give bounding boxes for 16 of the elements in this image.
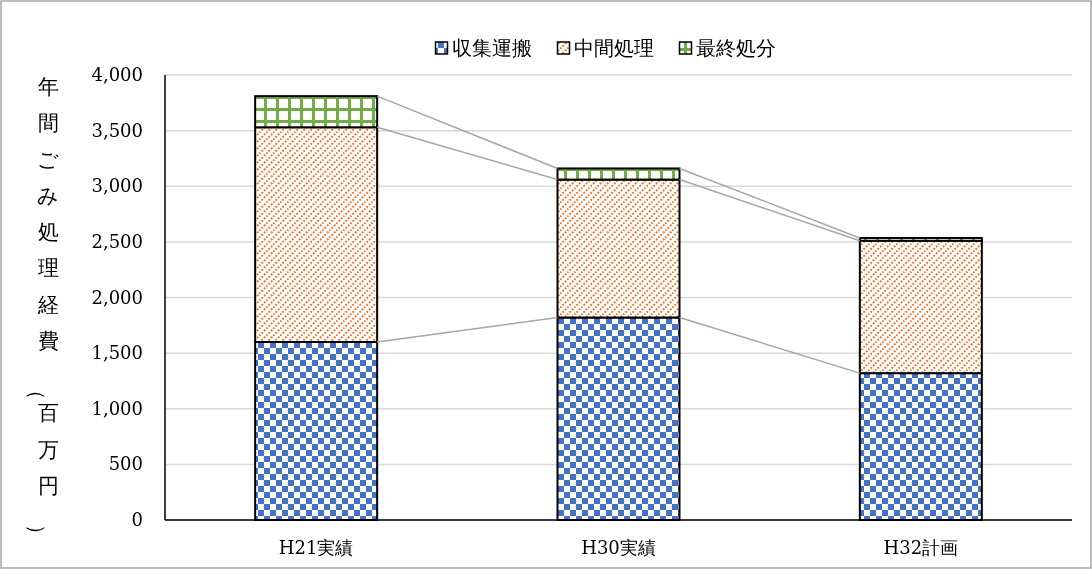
- y-tick-label: 2,500: [91, 230, 143, 252]
- y-tick-label: 2,000: [91, 286, 143, 308]
- x-tick-label: H21実績: [278, 537, 354, 558]
- legend-label: 収集運搬: [451, 36, 532, 60]
- y-tick-label: 4,000: [91, 64, 143, 85]
- x-tick-label: H32計画: [883, 537, 959, 558]
- legend-label: 中間処理: [573, 36, 654, 60]
- y-tick-label: 1,000: [91, 397, 143, 419]
- y-tick-label: 1,500: [91, 342, 143, 364]
- x-tick-label: H30実績: [581, 537, 656, 558]
- legend-label: 最終処分: [695, 36, 776, 60]
- y-tick-label: 3,000: [91, 175, 143, 197]
- y-tick-label: 500: [108, 453, 143, 475]
- y-tick-label: 0: [131, 509, 143, 530]
- y-tick-label: 3,500: [91, 119, 143, 141]
- text: 年間ごみ処理経費（百万円）: [24, 75, 59, 545]
